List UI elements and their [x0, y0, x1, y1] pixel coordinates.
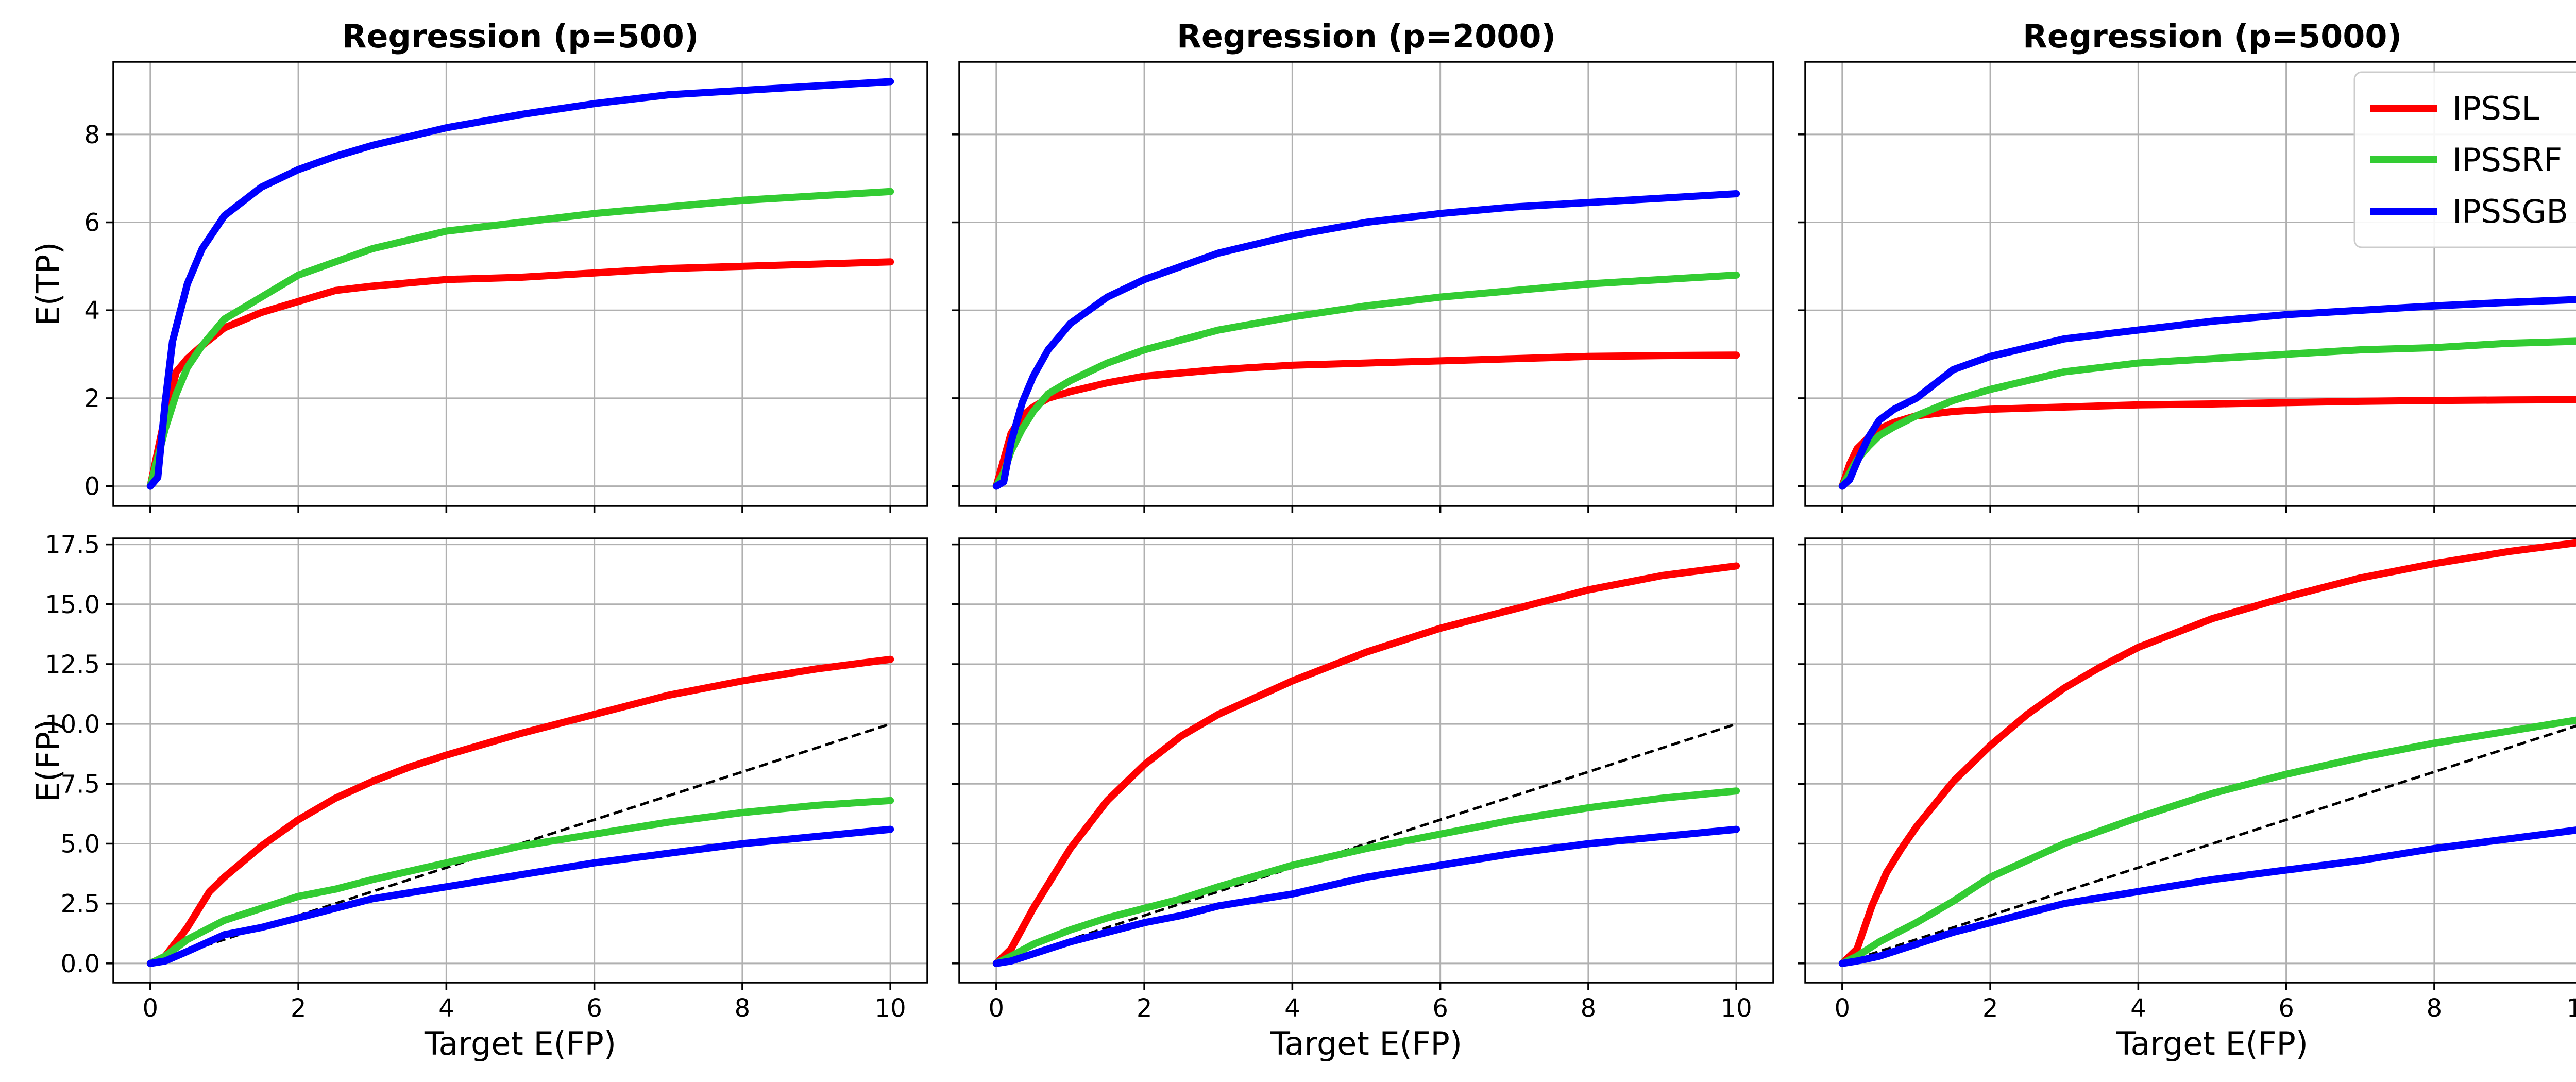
y-tick-label: 6	[84, 209, 100, 238]
x-tick-label: 6	[2278, 994, 2294, 1023]
y-tick-label: 17.5	[45, 531, 100, 560]
legend-label-ipssgb: IPSSGB	[2452, 193, 2568, 230]
series-line-ipssl	[992, 562, 1740, 967]
y-axis-label: E(TP)	[29, 242, 67, 326]
axes-frame	[112, 61, 928, 507]
subplot-title: Regression (p=500)	[342, 18, 699, 55]
x-tick-label: 2	[1982, 994, 1998, 1023]
legend-label-ipssrf: IPSSRF	[2452, 141, 2562, 179]
y-axis-label: E(FP)	[29, 719, 67, 802]
x-tick-label: 0	[989, 994, 1005, 1023]
series-line-ipssgb	[992, 190, 1740, 490]
series-line-ipssl	[992, 351, 1740, 490]
subplot-5: 0 2 4 6 8 10 Target E(FP)	[952, 537, 1774, 1062]
x-tick-label: 10	[875, 994, 906, 1023]
x-tick-label: 4	[2130, 994, 2146, 1023]
series-line-ipssl	[1838, 539, 2576, 967]
series-line-ipssrf	[992, 271, 1740, 490]
legend-label-ipssl: IPSSL	[2452, 90, 2539, 127]
legend: IPSSL IPSSRF IPSSGB	[2353, 71, 2576, 248]
x-axis-label: Target E(FP)	[2116, 1025, 2308, 1062]
y-tick-label: 2	[84, 384, 100, 413]
subplot-6: 0 2 4 6 8 10 Target E(FP)	[1798, 537, 2576, 1062]
subplot-3: Regression (p=5000)	[1798, 18, 2576, 513]
axes-frame	[1804, 61, 2576, 507]
series-line-ipssrf	[992, 787, 1740, 967]
y-tick-label: 15.0	[45, 590, 100, 619]
subplot-2: Regression (p=2000)	[952, 18, 1774, 513]
series-line-ipssl	[146, 655, 894, 967]
subplot-title: Regression (p=2000)	[1177, 18, 1556, 55]
x-tick-label: 8	[735, 994, 751, 1023]
x-tick-label: 8	[2427, 994, 2443, 1023]
y-tick-label: 5.0	[61, 830, 100, 858]
x-tick-label: 0	[143, 994, 159, 1023]
axes-frame	[1804, 537, 2576, 984]
axes-frame	[958, 61, 1774, 507]
reference-line	[1842, 724, 2576, 965]
y-tick-label: 10.0	[45, 710, 100, 739]
series-line-ipssrf	[146, 797, 894, 967]
x-axis-label: Target E(FP)	[1270, 1025, 1462, 1062]
axes-frame	[112, 537, 928, 984]
x-tick-label: 2	[1137, 994, 1153, 1023]
x-tick-label: 4	[1284, 994, 1300, 1023]
y-tick-label: 8	[84, 121, 100, 149]
series-line-ipssl	[1838, 396, 2576, 490]
y-tick-label: 0	[84, 472, 100, 501]
series-line-ipssgb	[1838, 296, 2576, 490]
x-tick-label: 2	[291, 994, 307, 1023]
y-tick-label: 7.5	[61, 770, 100, 799]
axes-frame	[958, 537, 1774, 984]
series-line-ipssrf	[1838, 716, 2576, 967]
x-tick-label: 8	[1581, 994, 1597, 1023]
series-line-ipssl	[146, 258, 894, 490]
series-line-ipssgb	[146, 825, 894, 967]
x-tick-label: 10	[2567, 994, 2576, 1023]
y-tick-label: 12.5	[45, 650, 100, 679]
subplot-1: 0 2 4 6 8 Regression (p=500) E(TP)	[29, 18, 928, 513]
y-tick-label: 2.5	[61, 890, 100, 919]
legend-frame	[2353, 71, 2576, 248]
series-line-ipssrf	[146, 188, 894, 490]
x-tick-label: 6	[586, 994, 602, 1023]
x-tick-label: 10	[1721, 994, 1752, 1023]
reference-line	[996, 722, 1737, 965]
x-tick-label: 0	[1835, 994, 1851, 1023]
x-tick-label: 6	[1432, 994, 1448, 1023]
series-line-ipssgb	[146, 78, 894, 490]
y-tick-label: 0.0	[61, 950, 100, 978]
subplot-4: 0 2 4 6 8 10 0.0 2.5 5.0 7.5 10.0 12.5 15.0 17.5 Targe…	[29, 531, 928, 1062]
subplot-title: Regression (p=5000)	[2023, 18, 2402, 55]
x-axis-label: Target E(FP)	[424, 1025, 616, 1062]
y-tick-label: 4	[84, 296, 100, 325]
x-tick-label: 4	[438, 994, 454, 1023]
series-line-ipssgb	[1838, 826, 2576, 967]
series-line-ipssgb	[992, 825, 1740, 967]
